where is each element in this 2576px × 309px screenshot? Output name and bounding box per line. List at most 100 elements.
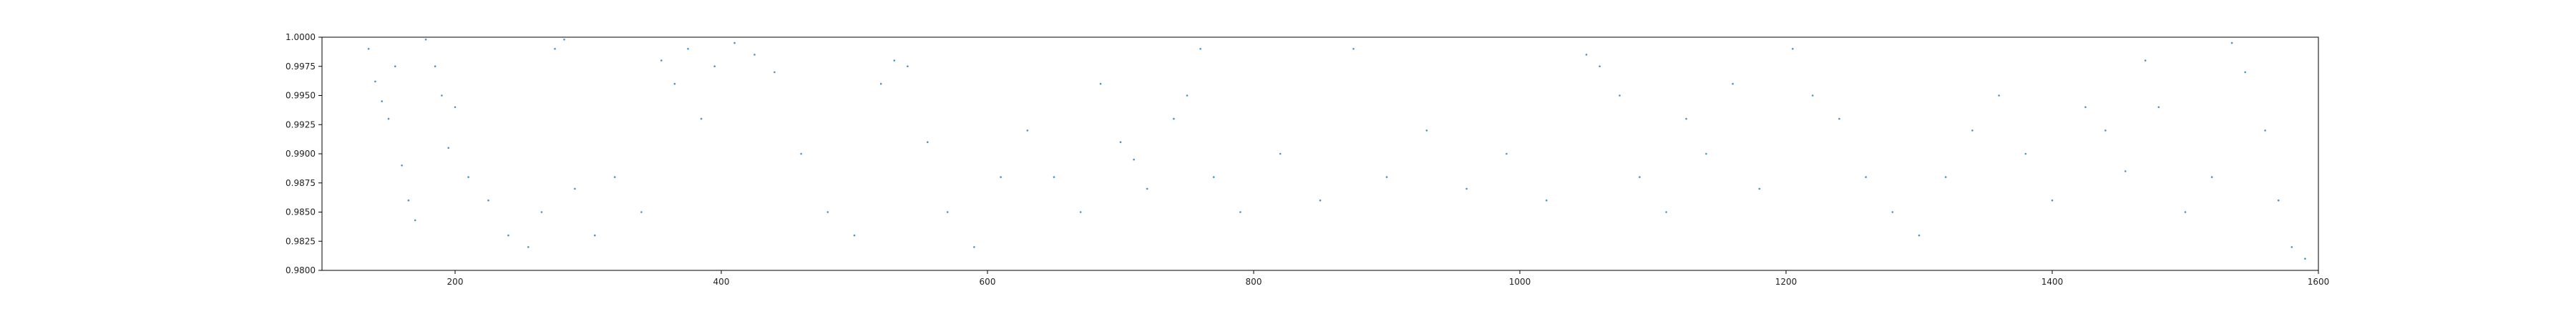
data-point — [2290, 246, 2293, 248]
data-point — [1665, 211, 1667, 213]
data-point — [2051, 199, 2054, 202]
data-point — [594, 234, 596, 237]
data-point — [2277, 199, 2280, 202]
data-point — [1758, 187, 1761, 190]
data-point — [563, 39, 565, 41]
y-tick-label: 0.9925 — [286, 119, 316, 129]
data-point — [973, 246, 975, 248]
data-point — [401, 165, 403, 167]
data-point — [1133, 158, 1135, 161]
data-point — [1918, 234, 1921, 237]
data-point — [2124, 170, 2127, 172]
data-point — [1705, 152, 1707, 155]
data-point — [1998, 94, 2000, 97]
data-point — [700, 117, 703, 120]
data-point — [367, 48, 370, 50]
y-tick-label: 1.0000 — [286, 32, 316, 42]
data-point — [1811, 94, 1814, 97]
data-point — [2264, 129, 2266, 132]
data-point — [414, 219, 416, 222]
data-point — [774, 71, 776, 74]
data-point — [387, 117, 390, 120]
data-point — [467, 176, 469, 178]
data-point — [2157, 106, 2160, 109]
data-point — [1732, 82, 1734, 85]
data-point — [1146, 187, 1148, 190]
data-point — [1026, 129, 1029, 132]
data-point — [1385, 176, 1388, 178]
x-tick-label: 800 — [1246, 277, 1262, 287]
data-point — [713, 65, 716, 67]
x-tick-label: 1600 — [2308, 277, 2330, 287]
x-tick-label: 1400 — [2041, 277, 2064, 287]
data-point — [1079, 211, 1082, 213]
data-point — [927, 141, 929, 143]
data-point — [394, 65, 396, 67]
data-point — [1792, 48, 1794, 50]
data-point — [540, 211, 543, 213]
data-point — [1506, 152, 1508, 155]
data-point — [640, 211, 643, 213]
data-point — [1173, 117, 1175, 120]
x-tick-label: 600 — [980, 277, 996, 287]
data-point — [907, 65, 909, 67]
data-point — [853, 234, 856, 237]
data-point — [1279, 152, 1282, 155]
data-point — [879, 82, 882, 85]
data-point — [826, 211, 829, 213]
data-point — [2104, 129, 2107, 132]
data-point — [407, 199, 410, 202]
y-tick-label: 0.9850 — [286, 207, 316, 217]
y-tick-label: 0.9875 — [286, 178, 316, 188]
data-point — [574, 187, 576, 190]
data-point — [1212, 176, 1215, 178]
data-point — [2084, 106, 2087, 109]
points-layer — [367, 39, 2306, 260]
data-point — [1599, 65, 1601, 67]
data-point — [800, 152, 802, 155]
data-point — [733, 41, 736, 44]
plot-frame — [321, 36, 2319, 271]
data-point — [1319, 199, 1322, 202]
data-point — [660, 59, 663, 62]
data-point — [1099, 82, 1102, 85]
data-point — [1891, 211, 1894, 213]
data-point — [1352, 48, 1355, 50]
data-point — [381, 100, 383, 102]
x-tick-label: 400 — [713, 277, 730, 287]
x-tick-label: 200 — [447, 277, 464, 287]
data-point — [447, 147, 449, 149]
data-point — [2184, 211, 2187, 213]
data-point — [507, 234, 509, 237]
data-point — [2144, 59, 2147, 62]
data-point — [441, 94, 443, 97]
data-point — [1639, 176, 1641, 178]
data-point — [613, 176, 616, 178]
data-point — [2230, 41, 2233, 44]
data-point — [554, 48, 556, 50]
data-point — [893, 59, 896, 62]
data-point — [374, 80, 376, 83]
y-tick-label: 0.9800 — [286, 265, 316, 275]
data-point — [2304, 258, 2306, 260]
data-point — [1425, 129, 1428, 132]
data-point — [1971, 129, 1974, 132]
y-axis: 0.9800 0.9825 0.9850 0.9875 0.9900 0.9925 0.99… — [286, 32, 322, 275]
data-point — [687, 48, 689, 50]
data-point — [1585, 54, 1588, 56]
data-point — [1619, 94, 1621, 97]
data-point — [424, 39, 427, 41]
x-tick-label: 1000 — [1509, 277, 1531, 287]
x-axis: 200 400 600 800 1000 1200 1400 1600 — [447, 270, 2330, 287]
data-point — [673, 82, 676, 85]
data-point — [1199, 48, 1201, 50]
data-point — [454, 106, 457, 109]
data-point — [1053, 176, 1055, 178]
data-point — [487, 199, 489, 202]
y-tick-label: 0.9950 — [286, 91, 316, 101]
data-point — [1545, 199, 1548, 202]
data-point — [2210, 176, 2213, 178]
data-point — [1186, 94, 1189, 97]
data-point — [1865, 176, 1867, 178]
data-point — [1000, 176, 1002, 178]
